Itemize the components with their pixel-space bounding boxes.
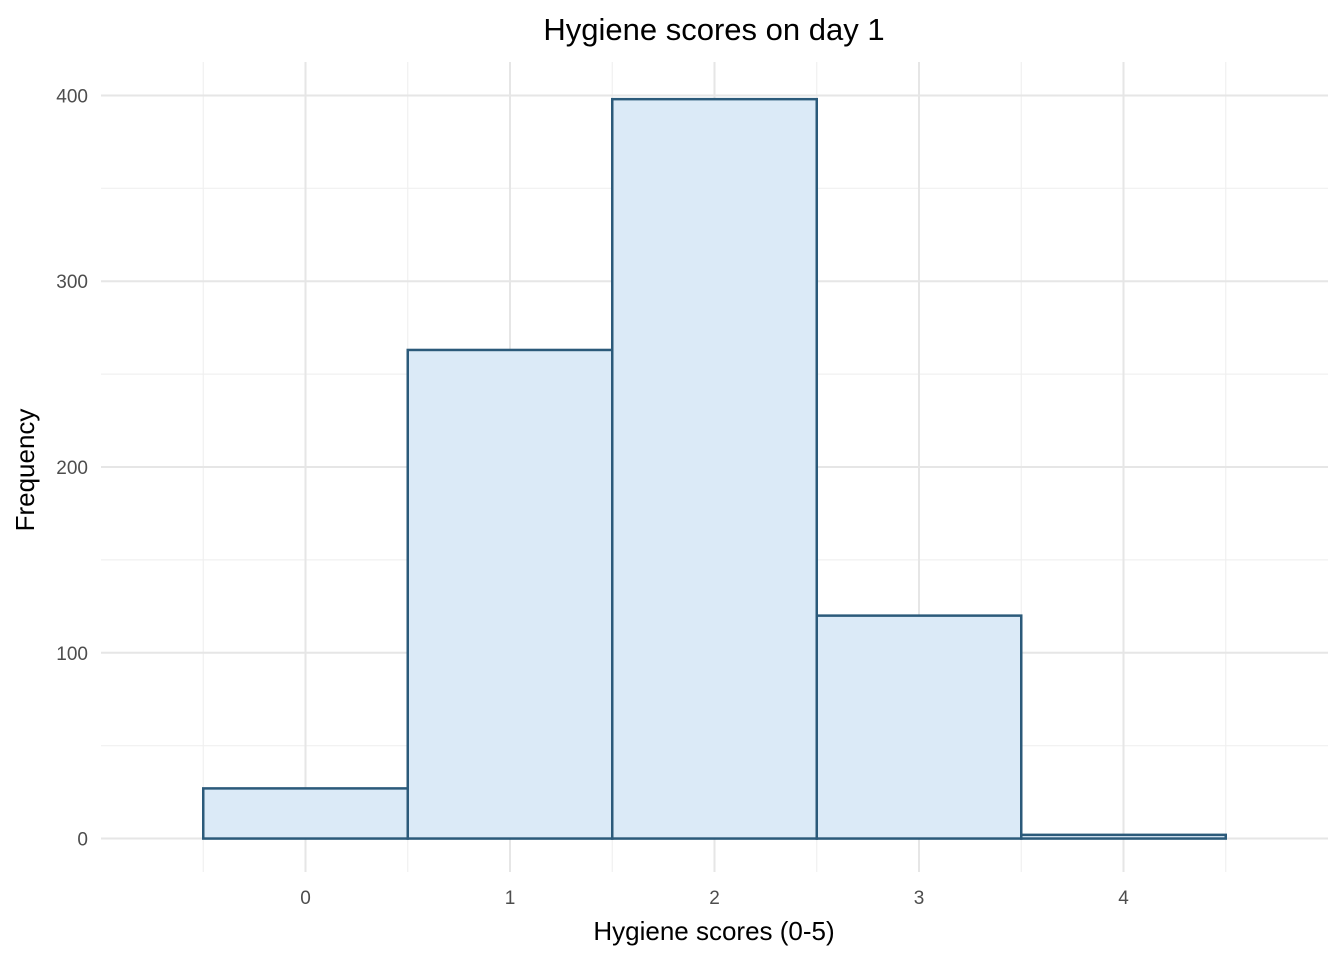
x-tick-label: 1 bbox=[505, 888, 516, 909]
chart-title: Hygiene scores on day 1 bbox=[543, 12, 884, 47]
y-tick-label: 100 bbox=[56, 644, 88, 665]
histogram-bar-3 bbox=[815, 614, 1023, 840]
histogram-bar-2 bbox=[611, 97, 818, 840]
y-axis-title: Frequency bbox=[10, 409, 40, 532]
histogram-bar-4 bbox=[1020, 833, 1227, 840]
y-tick-label: 0 bbox=[77, 830, 88, 851]
y-tick-labels: 0 100 200 300 400 bbox=[56, 86, 88, 850]
x-tick-label: 3 bbox=[914, 888, 925, 909]
x-tick-label: 0 bbox=[300, 888, 311, 909]
histogram-bar-1 bbox=[406, 348, 614, 840]
y-tick-label: 400 bbox=[56, 86, 88, 107]
x-tick-labels: 0 1 2 3 4 bbox=[300, 888, 1129, 909]
y-tick-label: 200 bbox=[56, 458, 88, 479]
x-tick-label: 4 bbox=[1118, 888, 1129, 909]
y-tick-label: 300 bbox=[56, 272, 88, 293]
histogram-bar-0 bbox=[202, 787, 409, 840]
x-axis-title: Hygiene scores (0-5) bbox=[593, 916, 834, 946]
x-tick-label: 2 bbox=[709, 888, 720, 909]
histogram-bars bbox=[202, 97, 1227, 840]
